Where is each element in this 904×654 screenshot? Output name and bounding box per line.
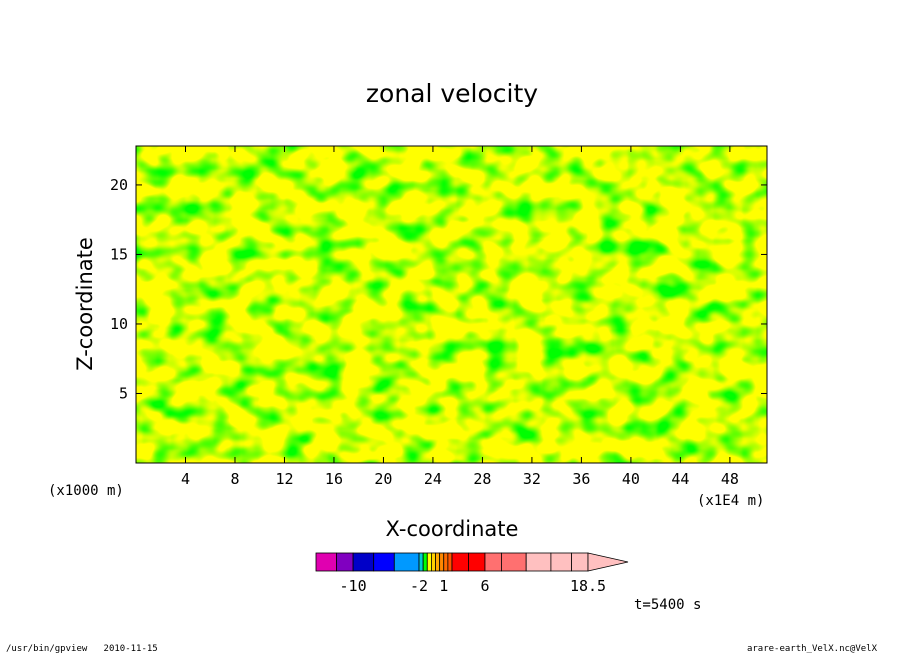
colorbar-segment: [422, 552, 428, 572]
x-tick-label: 4: [181, 470, 190, 488]
colorbar-tick-label: 1: [439, 577, 448, 595]
colorbar-segment: [468, 552, 486, 572]
colorbar-segment: [447, 552, 453, 572]
footer-left: /usr/bin/gpview 2010-11-15: [6, 644, 158, 654]
x-tick-label: 16: [325, 470, 343, 488]
colorbar-segment: [373, 552, 395, 572]
x-tick-label: 12: [275, 470, 293, 488]
colorbar: [315, 552, 629, 572]
colorbar-tick-label: -10: [340, 577, 367, 595]
colorbar-segment: [336, 552, 354, 572]
x-units-label: (x1E4 m): [697, 493, 764, 509]
colorbar-segment: [426, 552, 432, 572]
x-tick-label: 40: [622, 470, 640, 488]
footer-right: arare-earth_VelX.nc@VelX: [747, 644, 878, 654]
chart-title: zonal velocity: [366, 79, 538, 108]
colorbar-ticks: -10 -2 1 6 18.5: [340, 577, 607, 595]
colorbar-segment: [484, 552, 502, 572]
colorbar-tick-label: 18.5: [570, 577, 606, 595]
x-scale-label: (x1000 m): [48, 483, 124, 499]
colorbar-tick-label: -2: [410, 577, 428, 595]
colorbar-segment: [435, 552, 441, 572]
x-tick-label: 48: [721, 470, 739, 488]
x-tick-label: 32: [523, 470, 541, 488]
colorbar-segment: [315, 552, 338, 572]
y-axis-label: Z-coordinate: [73, 237, 97, 371]
y-tick-label: 20: [110, 176, 128, 194]
colorbar-segment: [439, 552, 445, 572]
y-tick-label: 5: [119, 384, 128, 402]
colorbar-segment: [550, 552, 572, 572]
field-contours: [136, 146, 767, 463]
colorbar-tick-label: 6: [480, 577, 489, 595]
x-tick-label: 28: [473, 470, 491, 488]
x-tick-label: 8: [230, 470, 239, 488]
x-axis-label: X-coordinate: [386, 517, 519, 541]
y-axis: 5 10 15 20: [110, 176, 767, 402]
time-label: t=5400 s: [634, 597, 701, 613]
colorbar-segment: [352, 552, 375, 572]
x-tick-label: 20: [374, 470, 392, 488]
colorbar-segment: [571, 552, 589, 572]
x-tick-label: 24: [424, 470, 442, 488]
x-axis: 4 8 12 16 20 24 28 32 36 40 44 48: [181, 146, 739, 488]
x-tick-label: 44: [671, 470, 689, 488]
plot-frame: [135, 145, 768, 464]
plot-area: [136, 146, 767, 463]
colorbar-segment: [393, 552, 420, 572]
colorbar-segment: [525, 552, 552, 572]
colorbar-segment: [443, 552, 449, 572]
x-tick-label: 36: [572, 470, 590, 488]
colorbar-segment: [430, 552, 436, 572]
colorbar-extend-arrow: [587, 552, 629, 572]
colorbar-segment: [418, 552, 424, 572]
y-tick-label: 15: [110, 245, 128, 263]
y-tick-label: 10: [110, 315, 128, 333]
colorbar-segment: [501, 552, 527, 572]
colorbar-segment: [451, 552, 469, 572]
